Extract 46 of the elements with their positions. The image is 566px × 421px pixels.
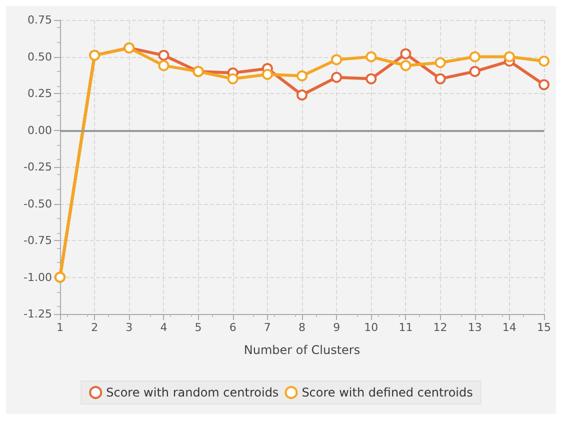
point <box>434 57 446 68</box>
y-tick-label: -1.00 <box>24 270 52 284</box>
y-tick-label: -0.25 <box>24 160 52 174</box>
legend-label: Score with defined centroids <box>302 386 473 400</box>
y-tick-label: -0.50 <box>24 197 52 210</box>
y-tick-label: 0.75 <box>28 14 52 26</box>
point <box>296 89 308 100</box>
legend-label: Score with random centroids <box>106 386 279 400</box>
point <box>469 51 480 62</box>
x-tick-label: 3 <box>126 321 133 334</box>
x-tick-label: 12 <box>433 321 448 334</box>
point <box>434 73 446 84</box>
point <box>400 60 412 72</box>
y-tick-label: 0.00 <box>28 124 52 137</box>
point <box>331 54 342 66</box>
point <box>400 48 412 60</box>
point <box>227 73 238 84</box>
point <box>366 73 377 84</box>
x-tick-label: 9 <box>333 321 340 334</box>
point <box>366 51 377 62</box>
x-tick-label: 8 <box>298 321 306 334</box>
x-tick-label: 1 <box>56 321 64 334</box>
x-tick-label: 10 <box>364 321 378 334</box>
point <box>538 79 550 90</box>
point <box>296 70 308 82</box>
point <box>331 72 342 83</box>
y-tick-label: -0.75 <box>24 234 52 247</box>
x-tick-label: 15 <box>537 321 551 334</box>
x-tick-label: 4 <box>160 321 168 334</box>
point <box>158 60 170 72</box>
x-axis-title: Number of Clusters <box>244 343 360 357</box>
point <box>262 68 273 80</box>
x-tick-label: 5 <box>194 321 202 334</box>
y-tick-label: -1.25 <box>24 308 52 320</box>
y-tick-label: 0.25 <box>28 87 52 100</box>
x-tick-label: 14 <box>502 321 516 334</box>
point <box>158 50 170 61</box>
x-tick-label: 6 <box>229 321 236 334</box>
point <box>538 56 550 67</box>
x-tick-label: 13 <box>468 321 482 334</box>
point <box>469 66 480 77</box>
y-tick-label: 0.50 <box>28 50 52 64</box>
point <box>504 51 515 62</box>
x-tick-label: 11 <box>398 321 413 334</box>
x-tick-label: 7 <box>264 321 271 334</box>
x-tick-label: 2 <box>91 321 98 334</box>
